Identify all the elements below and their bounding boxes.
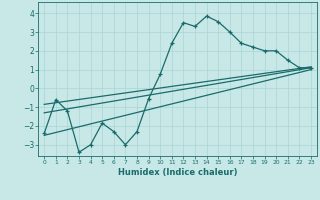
- X-axis label: Humidex (Indice chaleur): Humidex (Indice chaleur): [118, 168, 237, 177]
